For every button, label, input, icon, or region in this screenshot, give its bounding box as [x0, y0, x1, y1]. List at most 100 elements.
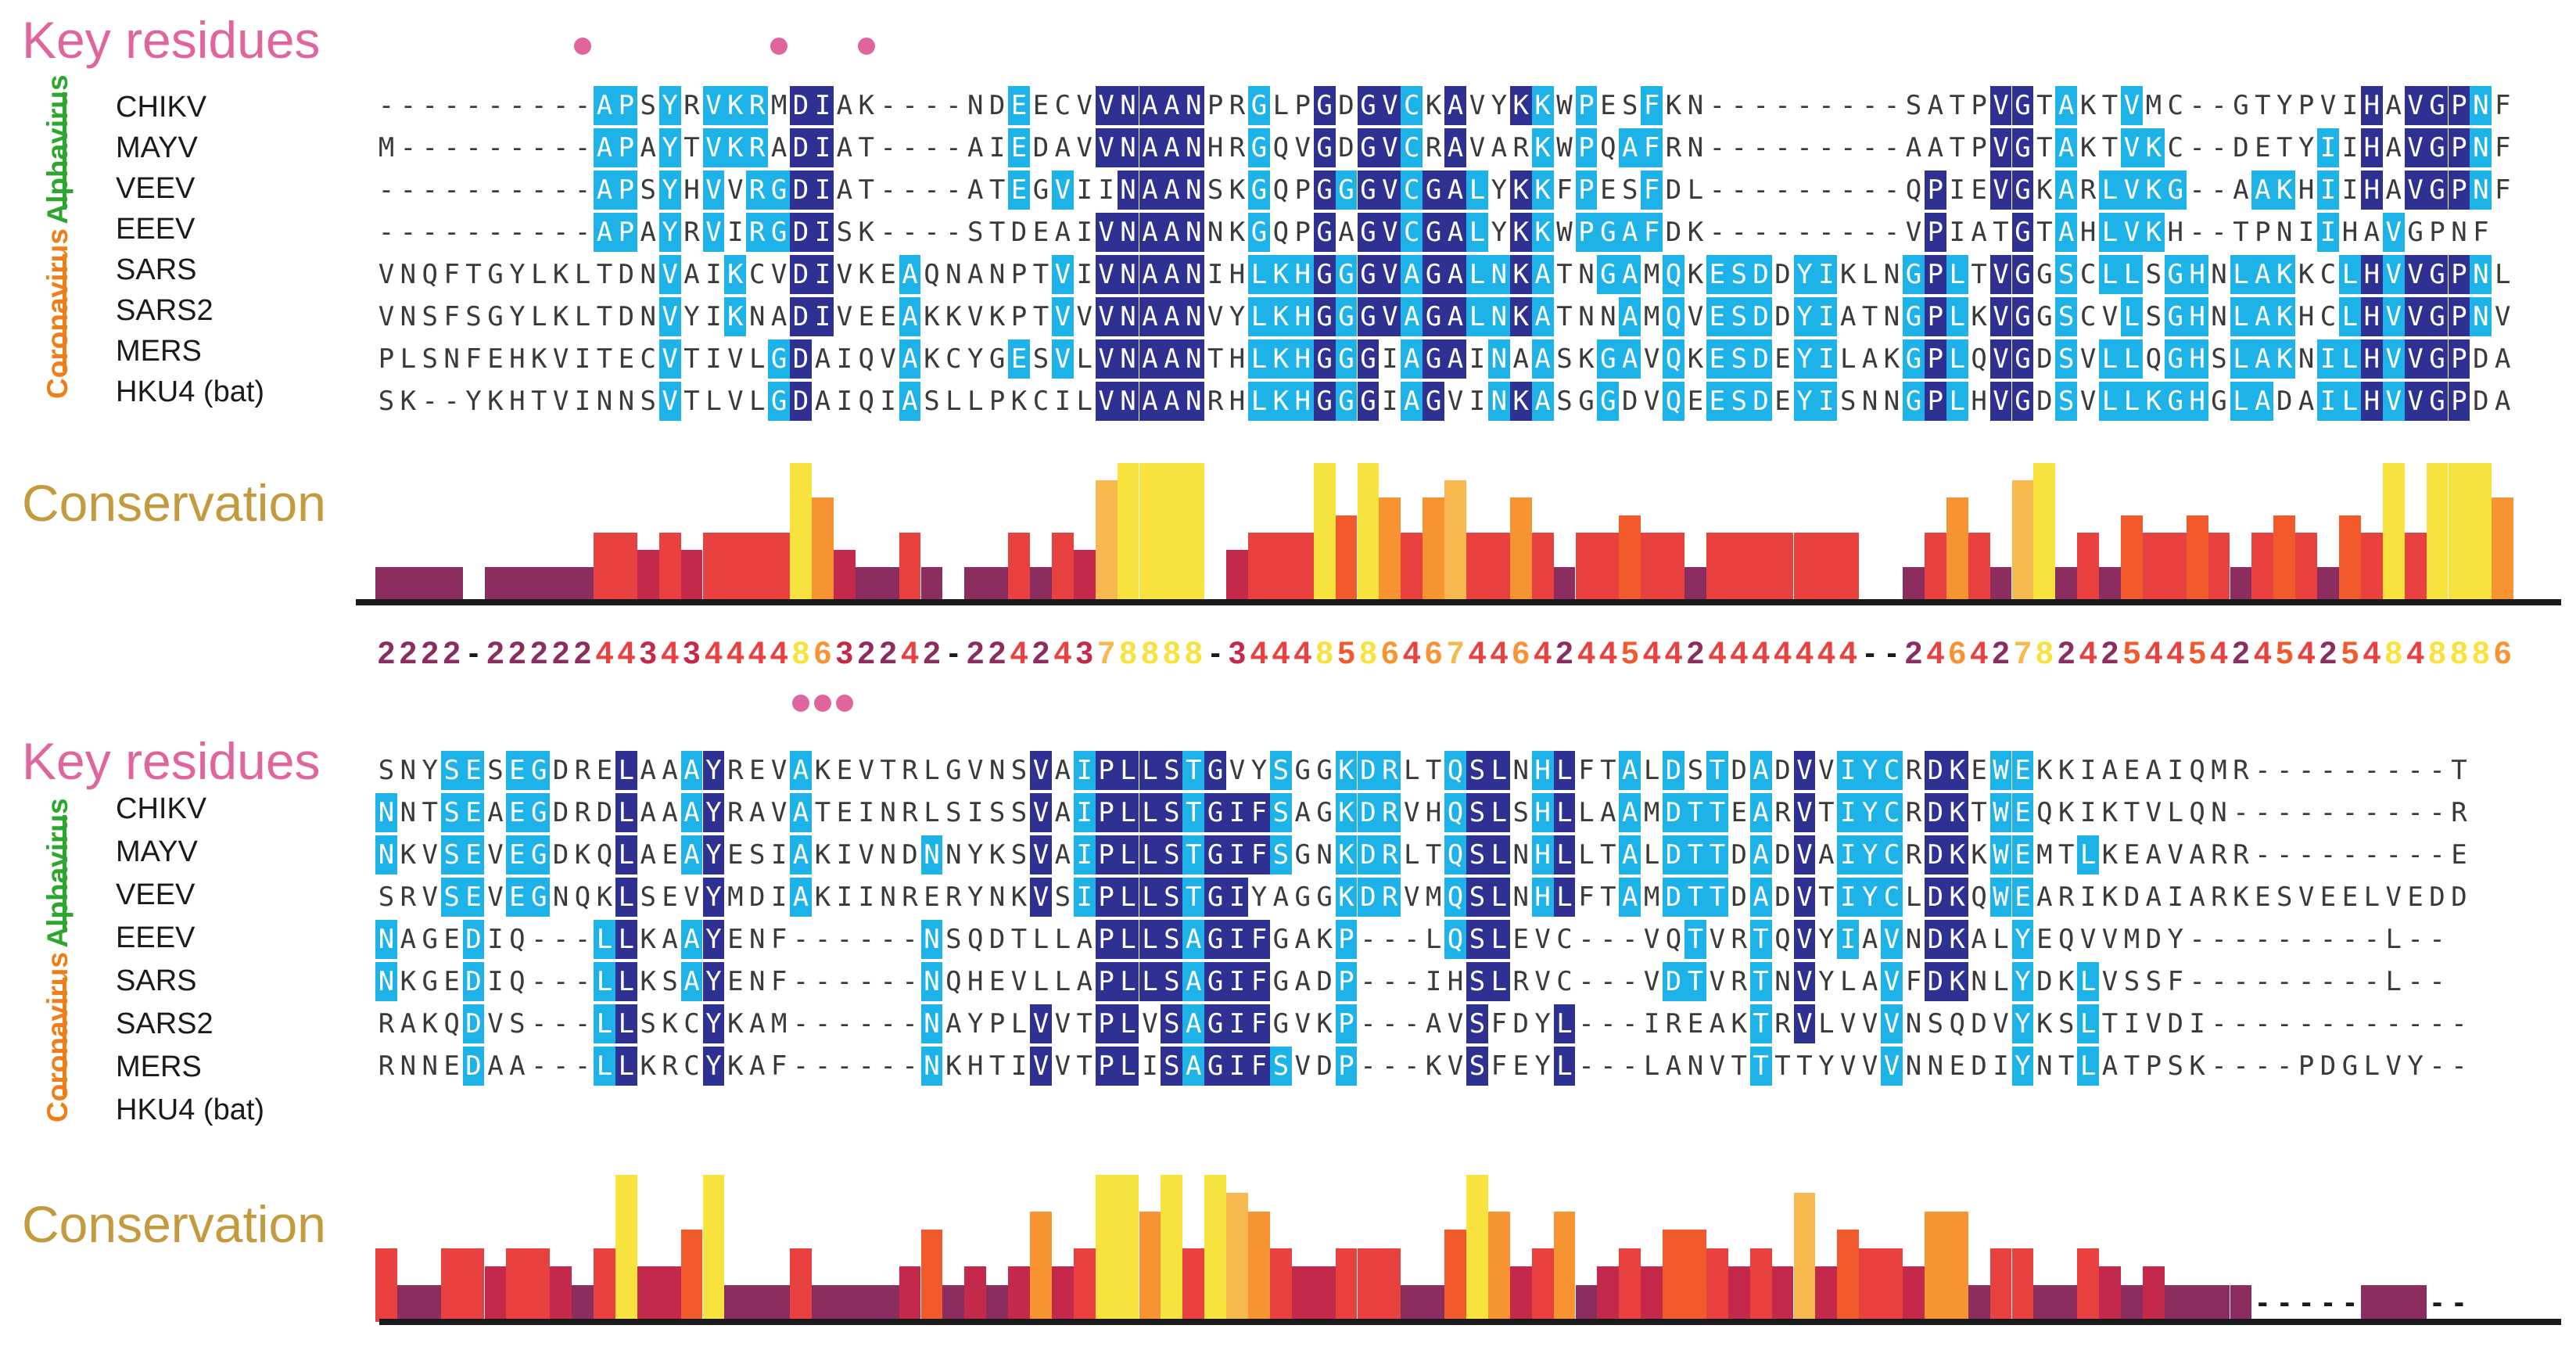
conservation-bar [1291, 1266, 1314, 1322]
residue: Q [1600, 132, 1616, 163]
residue: D [2145, 924, 2162, 955]
residue: - [2341, 797, 2359, 828]
residue: F [770, 966, 788, 997]
residue: S [1269, 835, 1292, 874]
residue: Y [1793, 255, 1816, 294]
residue: - [2255, 755, 2271, 786]
conservation-bar [768, 533, 791, 602]
residue: - [509, 90, 526, 121]
residue: E [2123, 755, 2140, 786]
residue: M [2123, 924, 2140, 955]
residue: A [1749, 793, 1772, 832]
conservation-bar [396, 567, 419, 602]
species-label: CHIKV [116, 792, 207, 825]
residue: N [443, 343, 460, 375]
conservation-bar [1903, 567, 1925, 602]
residue: V [1534, 966, 1551, 997]
conservation-score: - [2453, 1285, 2465, 1320]
residue: I [836, 343, 853, 375]
residue: A [899, 255, 921, 294]
residue: D [1622, 386, 1638, 417]
residue: Y [658, 86, 681, 125]
conservation-bar [1531, 533, 1554, 602]
residue: L [594, 962, 615, 1001]
residue: T [1971, 797, 1987, 828]
residue: - [2341, 966, 2359, 997]
residue: I [967, 797, 984, 828]
residue: - [2319, 1008, 2337, 1040]
residue: D [1971, 1008, 1987, 1040]
residue: A [899, 339, 921, 379]
residue: L [1643, 839, 1660, 871]
residue: A [1161, 171, 1183, 210]
conservation-bar [877, 567, 899, 602]
residue: T [2101, 90, 2119, 121]
conservation-score: 6 [1555, 1285, 1573, 1320]
residue: D [1512, 1008, 1529, 1040]
conservation-score: 4 [2166, 636, 2184, 670]
conservation-score: 4 [1621, 1285, 1639, 1320]
residue: V [702, 171, 725, 210]
residue: - [487, 132, 504, 163]
residue: A [1161, 339, 1183, 379]
residue: S [487, 755, 504, 786]
residue: I [770, 882, 788, 913]
conservation-bar [790, 463, 812, 602]
residue: - [1382, 924, 1398, 955]
conservation-bar [1335, 1248, 1358, 1322]
coronavirus-label: Coronavirus [41, 228, 74, 399]
residue: - [2276, 755, 2293, 786]
residue: R [1905, 839, 1922, 871]
residue: D [1357, 751, 1379, 790]
residue: K [814, 882, 831, 913]
residue: V [1142, 1008, 1158, 1040]
residue: G [1357, 255, 1379, 294]
residue: A [1161, 213, 1183, 252]
conservation-score: 4 [1272, 636, 1290, 670]
residue: N [1117, 171, 1139, 210]
conservation-bar [1727, 533, 1750, 602]
conservation-bar [2360, 533, 2383, 602]
residue: I [574, 343, 591, 375]
conservation-score: - [2345, 1285, 2355, 1320]
residue: A [1054, 132, 1071, 163]
conservation-score: 8 [1185, 636, 1203, 670]
residue: P [1294, 217, 1311, 248]
residue: V [683, 882, 700, 913]
residue: S [1466, 920, 1488, 959]
residue: K [1335, 793, 1358, 832]
residue: P [1575, 213, 1598, 252]
residue: - [2429, 924, 2445, 955]
residue: V [1881, 1047, 1903, 1086]
conservation-score: 6 [1512, 636, 1530, 670]
residue: A [2385, 132, 2402, 163]
residue: H [2186, 339, 2208, 379]
conservation-score: 2 [2122, 1285, 2141, 1320]
residue: V [2382, 297, 2405, 336]
residue: L [1139, 751, 1161, 790]
residue: F [443, 259, 460, 290]
residue: S [1466, 1047, 1488, 1086]
residue: Q [2189, 797, 2205, 828]
residue: Q [1444, 835, 1466, 874]
residue: L [2230, 255, 2252, 294]
residue: G [1597, 339, 1620, 379]
conservation-score: - [2279, 1285, 2290, 1320]
conservation-bar [1401, 1285, 1423, 1322]
residue: L [1818, 1008, 1835, 1040]
residue: G [2011, 339, 2034, 379]
residue: L [1466, 255, 1488, 294]
residue: L [2099, 382, 2121, 421]
residue: W [1989, 793, 2012, 832]
residue: V [2404, 339, 2427, 379]
residue: - [1796, 174, 1813, 206]
residue: K [1269, 382, 1292, 421]
residue: N [1182, 382, 1205, 421]
residue: V [702, 86, 725, 125]
residue: S [836, 217, 853, 248]
residue: G [988, 343, 1006, 375]
conservation-score: 2 [2406, 1285, 2424, 1320]
residue: Q [1665, 924, 1682, 955]
